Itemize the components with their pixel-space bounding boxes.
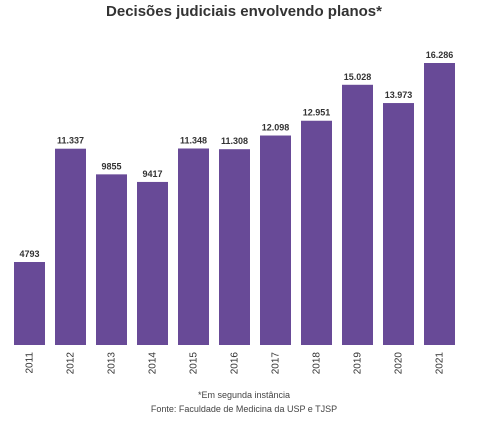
bar-2016 xyxy=(219,149,250,345)
bar-2013 xyxy=(96,174,127,345)
data-label-2015: 11.348 xyxy=(180,136,207,146)
data-label-2014: 9417 xyxy=(142,169,162,179)
bar-2015 xyxy=(178,148,209,345)
bar-2011 xyxy=(14,262,45,345)
x-tick-label-2012: 2012 xyxy=(66,352,77,375)
data-label-2020: 13.973 xyxy=(385,90,413,100)
bar-2017 xyxy=(260,135,291,345)
x-tick-label-2013: 2013 xyxy=(107,352,118,375)
data-label-2018: 12.951 xyxy=(303,108,331,118)
bar-2014 xyxy=(137,181,168,345)
bar-2020 xyxy=(383,103,414,345)
data-label-2017: 12.098 xyxy=(262,123,290,133)
data-label-2016: 11.308 xyxy=(221,136,248,146)
x-tick-label-2019: 2019 xyxy=(353,352,364,375)
data-label-2013: 9855 xyxy=(101,161,121,171)
data-label-2012: 11.337 xyxy=(57,136,84,146)
bar-2012 xyxy=(55,148,86,345)
x-tick-label-2020: 2020 xyxy=(394,352,405,375)
x-tick-label-2018: 2018 xyxy=(312,352,323,375)
footnote: *Em segunda instância xyxy=(197,390,291,400)
x-tick-label-2015: 2015 xyxy=(189,352,200,375)
x-tick-label-2017: 2017 xyxy=(271,352,282,375)
data-label-2011: 4793 xyxy=(19,249,39,259)
source-note: Fonte: Faculdade de Medicina da USP e TJ… xyxy=(150,404,338,414)
x-tick-label-2011: 2011 xyxy=(25,352,36,374)
x-tick-label-2014: 2014 xyxy=(148,352,159,375)
data-label-2021: 16.286 xyxy=(426,50,454,60)
chart-title: Decisões judiciais envolvendo planos* xyxy=(106,3,382,20)
data-label-2019: 15.028 xyxy=(344,72,372,82)
bar-2018 xyxy=(301,120,332,345)
bar-2021 xyxy=(424,63,455,345)
x-tick-label-2021: 2021 xyxy=(435,352,446,375)
x-tick-label-2016: 2016 xyxy=(230,352,241,375)
bar-2019 xyxy=(342,84,373,345)
